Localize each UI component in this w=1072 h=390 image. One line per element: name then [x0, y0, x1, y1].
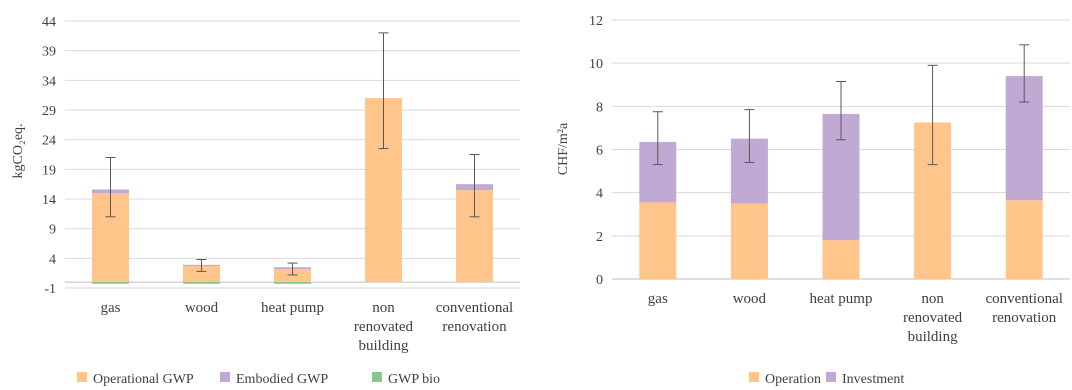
y-tick-label: 6	[596, 144, 603, 159]
y-tick-label: 19	[42, 163, 56, 178]
legend-swatch	[220, 372, 230, 382]
y-tick-label: 0	[596, 273, 603, 288]
legend-label: Embodied GWP	[236, 372, 328, 387]
y-tick-label: 4	[49, 252, 56, 267]
y-tick-label: 29	[42, 104, 56, 119]
y-tick-label: 34	[42, 74, 56, 89]
bar-segment	[1005, 200, 1043, 279]
x-tick-label: heat pump	[810, 291, 873, 307]
x-tick-label: non renovated building	[903, 291, 963, 345]
y-tick-label: 2	[596, 230, 603, 245]
y-tick-label: 14	[42, 193, 56, 208]
bar-segment	[92, 282, 129, 284]
legend-swatch	[372, 372, 382, 382]
y-tick-label: 39	[42, 45, 56, 60]
bar-segment	[274, 269, 311, 283]
y-axis-label: kgCO₂eq.	[11, 123, 26, 178]
y-tick-label: 24	[42, 134, 56, 149]
x-tick-label: wood	[733, 291, 767, 307]
legend-swatch	[77, 372, 87, 382]
x-tick-label: non renovated building	[354, 300, 414, 354]
legend-swatch	[749, 372, 759, 382]
y-tick-label: 10	[589, 57, 603, 72]
legend-label: GWP bio	[388, 372, 440, 387]
x-tick-label: heat pump	[261, 300, 324, 316]
y-axis-label: CHF/m²a	[556, 122, 571, 175]
legend-label: Operational GWP	[93, 372, 194, 387]
bar-segment	[183, 282, 220, 284]
y-tick-label: 8	[596, 100, 603, 115]
legend-label: Investment	[842, 372, 904, 387]
bar-segment	[183, 266, 220, 283]
bar-segment	[730, 203, 768, 279]
x-tick-label: conventional renovation	[436, 300, 513, 335]
chart-right-cost: 0 2 4 6 8 10 12 gas wood heat pump non renovated bui…	[556, 14, 1070, 387]
bar-segment	[639, 202, 677, 279]
y-tick-label: 44	[42, 15, 56, 30]
y-tick-label: 9	[49, 223, 56, 238]
x-tick-label: gas	[101, 300, 121, 316]
bar-segment	[822, 240, 860, 279]
bar-segment	[274, 282, 311, 284]
x-tick-label: conventional renovation	[985, 291, 1062, 326]
y-tick-label: 4	[596, 187, 603, 202]
legend-label: Operation	[765, 372, 821, 387]
y-tick-label: 12	[589, 14, 603, 29]
legend-swatch	[826, 372, 836, 382]
chart-left-gwp: -1 4 9 14 19 24 29 34 39 44 gas wood heat pump non ren…	[11, 15, 520, 387]
x-tick-label: wood	[185, 300, 219, 316]
x-tick-label: gas	[648, 291, 668, 307]
y-tick-label: -1	[44, 282, 56, 297]
